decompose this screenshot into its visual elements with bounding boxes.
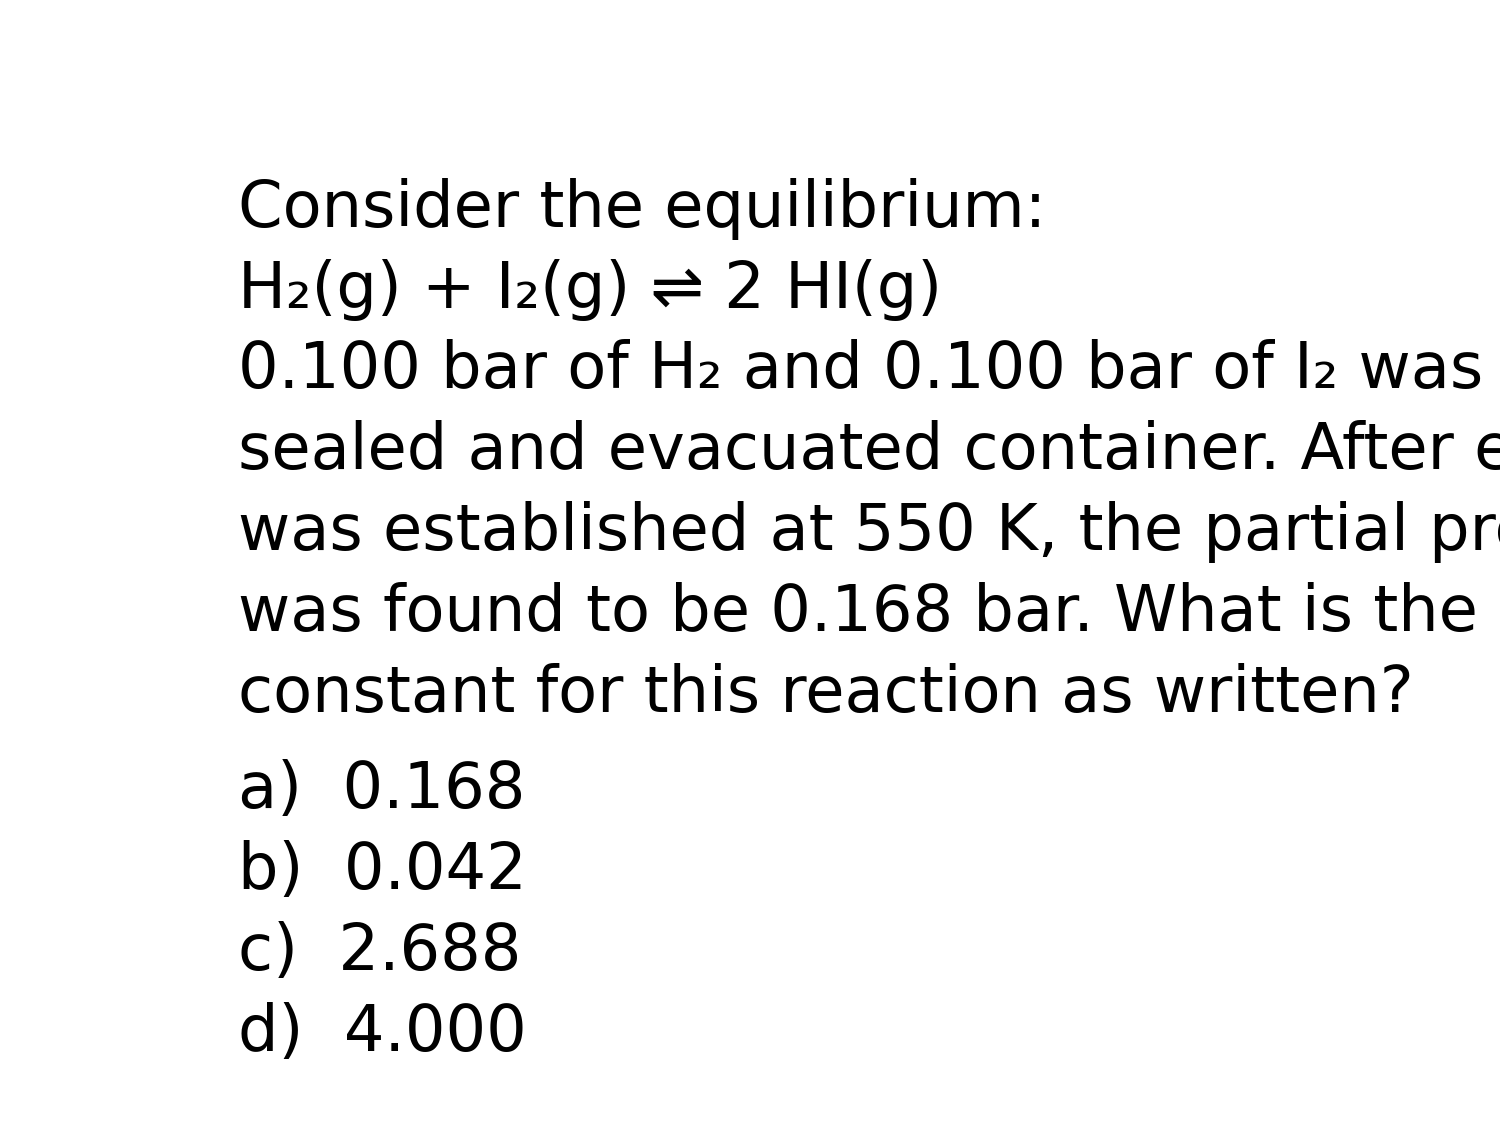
Text: constant for this reaction as written?: constant for this reaction as written? bbox=[238, 663, 1413, 725]
Text: a)  0.168: a) 0.168 bbox=[238, 759, 525, 821]
Text: b)  0.042: b) 0.042 bbox=[238, 840, 526, 902]
Text: d)  4.000: d) 4.000 bbox=[238, 1002, 526, 1064]
Text: Consider the equilibrium:: Consider the equilibrium: bbox=[238, 178, 1046, 240]
Text: H₂(g) + I₂(g) ⇌ 2 HI(g): H₂(g) + I₂(g) ⇌ 2 HI(g) bbox=[238, 258, 942, 320]
Text: sealed and evacuated container. After equilibrium: sealed and evacuated container. After eq… bbox=[238, 421, 1500, 483]
Text: 0.100 bar of H₂ and 0.100 bar of I₂ was added to a: 0.100 bar of H₂ and 0.100 bar of I₂ was … bbox=[238, 340, 1500, 402]
Text: was established at 550 K, the partial pressure of HI: was established at 550 K, the partial pr… bbox=[238, 501, 1500, 563]
Text: was found to be 0.168 bar. What is the equilibrium: was found to be 0.168 bar. What is the e… bbox=[238, 582, 1500, 644]
Text: c)  2.688: c) 2.688 bbox=[238, 920, 522, 982]
